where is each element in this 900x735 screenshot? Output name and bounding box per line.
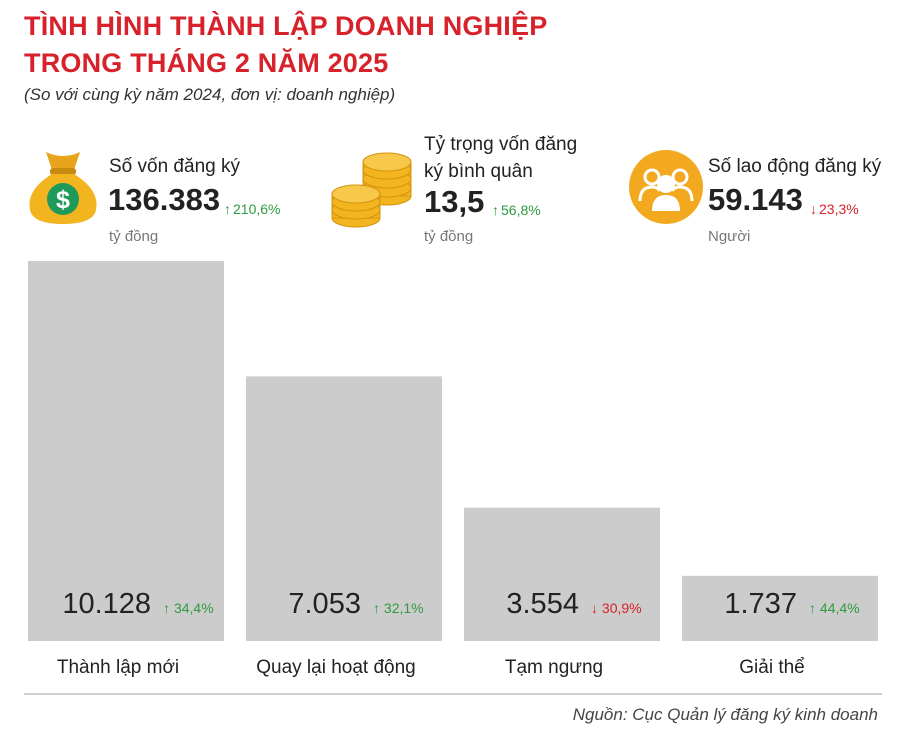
title-line-1: TÌNH HÌNH THÀNH LẬP DOANH NGHIỆP (24, 11, 548, 41)
subtitle: (So với cùng kỳ năm 2024, đơn vị: doanh … (24, 85, 396, 104)
bar-value-label: 7.053 ↑ 32,1% (288, 588, 423, 620)
arrow-down-icon: ↓ (810, 201, 817, 217)
footer-divider (24, 693, 882, 695)
page-title: TÌNH HÌNH THÀNH LẬP DOANH NGHIỆP TRONG T… (24, 8, 884, 82)
stat-label: Số lao động đăng ký (708, 156, 882, 177)
title-line-2: TRONG THÁNG 2 NĂM 2025 (24, 48, 389, 78)
category-label: Tạm ngưng (505, 657, 603, 678)
people-icon (629, 150, 703, 224)
stat-registered-capital: $ Số vốn đăng ký 136.383 ↑ 210,6% tỷ đồng (24, 140, 324, 250)
stat-value: 59.143 (708, 182, 803, 217)
bar-value-label: 10.128 ↑ 34,4% (62, 588, 213, 620)
stat-label: Số vốn đăng ký (109, 156, 240, 177)
stat-change: ↓ 23,3% (810, 201, 859, 217)
category-label: Giải thể (739, 657, 804, 678)
stat-value: 13,5 (424, 184, 485, 219)
stat-change: ↑ 210,6% (224, 201, 281, 217)
stat-label-line-1: Tỷ trọng vốn đăng (424, 134, 578, 155)
bar-value-label: 1.737 ↑ 44,4% (724, 588, 859, 620)
stat-unit: tỷ đồng (109, 228, 159, 245)
stat-unit: tỷ đồng (424, 228, 474, 245)
bar-value-label: 3.554 ↓ 30,9% (506, 588, 641, 620)
bar (464, 507, 660, 641)
arrow-up-icon: ↑ (224, 201, 231, 217)
category-label: Thành lập mới (57, 657, 179, 678)
bar (28, 261, 224, 641)
stat-change: ↑ 56,8% (492, 202, 541, 218)
category-label: Quay lại hoạt động (256, 657, 416, 678)
stat-unit: Người (708, 228, 751, 245)
coins-icon (331, 152, 412, 228)
money-bag-icon: $ (29, 152, 97, 224)
stat-registered-workers: Số lao động đăng ký 59.143 ↓ 23,3% Người (628, 140, 896, 250)
bar (682, 575, 878, 641)
svg-text:$: $ (56, 186, 70, 214)
stat-label-line-2: ký bình quân (424, 161, 533, 182)
bar-chart: 10.128 ↑ 34,4% Thành lập mới 7.053 ↑ 32,1%… (28, 261, 878, 678)
source-note: Nguồn: Cục Quản lý đăng ký kinh doanh (572, 705, 878, 724)
arrow-up-icon: ↑ (492, 202, 499, 218)
stat-average-capital: Tỷ trọng vốn đăng ký bình quân 13,5 ↑ 56,… (330, 132, 630, 250)
stat-value: 136.383 (108, 182, 221, 217)
bar (246, 376, 442, 641)
